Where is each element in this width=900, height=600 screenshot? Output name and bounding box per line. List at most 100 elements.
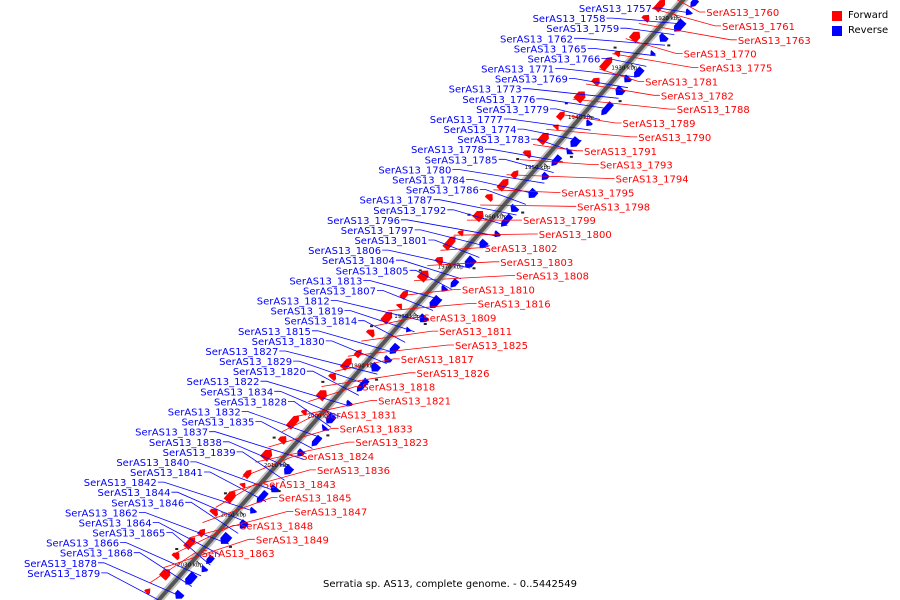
reverse-gene-label: SerAS13_1796 [327, 216, 400, 227]
reverse-gene-label: SerAS13_1780 [378, 165, 451, 176]
reverse-gene-arrow [673, 18, 687, 32]
reverse-gene-label: SerAS13_1773 [449, 85, 522, 96]
forward-gene-arrow [614, 50, 621, 58]
reverse-gene-label: SerAS13_1819 [271, 307, 344, 318]
legend: Forward Reverse [832, 8, 892, 38]
leader-line [344, 310, 415, 333]
leader-line [506, 174, 615, 179]
leader-line [288, 400, 332, 428]
leader-line [185, 501, 239, 534]
leader-line [189, 511, 294, 539]
reverse-gene-arrow [419, 313, 429, 323]
reverse-gene-label: SerAS13_1778 [411, 145, 484, 156]
reverse-gene-label: SerAS13_1830 [252, 337, 325, 348]
forward-gene-label: SerAS13_1817 [401, 355, 474, 366]
leader-line [522, 88, 619, 99]
feature-marker [667, 44, 671, 47]
reverse-gene-label: SerAS13_1765 [514, 44, 587, 55]
forward-gene-label: SerAS13_1821 [378, 397, 451, 408]
reverse-gene-arrow [201, 565, 209, 573]
legend-forward: Forward [832, 8, 892, 23]
feature-marker [223, 492, 227, 495]
reverse-gene-label: SerAS13_1864 [79, 518, 152, 529]
reverse-gene-label: SerAS13_1779 [476, 105, 549, 116]
reverse-gene-arrow [384, 355, 393, 363]
forward-gene-label: SerAS13_1789 [622, 119, 695, 130]
forward-gene-arrow [555, 111, 565, 121]
leader-line [242, 455, 301, 478]
reverse-gene-label: SerAS13_1846 [111, 498, 184, 509]
forward-gene-arrow [197, 528, 206, 538]
leader-line [279, 350, 378, 375]
leader-line [374, 316, 423, 327]
leader-line [260, 380, 350, 407]
reverse-gene-label: SerAS13_1807 [303, 286, 376, 297]
leader-line [440, 247, 484, 251]
reverse-gene-arrow [650, 50, 656, 56]
leader-line [215, 483, 262, 508]
leader-line [612, 53, 699, 68]
leader-line [395, 259, 462, 280]
leader-line [321, 372, 416, 387]
reverse-gene-label: SerAS13_1834 [200, 387, 273, 398]
reverse-gene-label: SerAS13_1820 [233, 367, 306, 378]
forward-gene-arrow [522, 150, 532, 159]
forward-gene-arrow [144, 588, 151, 595]
reverse-gene-label: SerAS13_1758 [533, 14, 606, 25]
reverse-gene-arrow [510, 203, 520, 212]
reverse-gene-label: SerAS13_1815 [238, 327, 311, 338]
leader-line [255, 441, 355, 463]
reverse-gene-label: SerAS13_1839 [163, 448, 236, 459]
leader-line [241, 411, 322, 439]
reverse-gene-label: SerAS13_1812 [257, 297, 330, 308]
feature-marker [375, 378, 379, 381]
forward-swatch [832, 10, 842, 21]
leader-line [330, 300, 424, 322]
leader-line [138, 512, 230, 545]
legend-reverse: Reverse [832, 23, 892, 38]
reverse-gene-arrow [615, 85, 626, 95]
forward-gene-label: SerAS13_1808 [516, 272, 589, 283]
leader-line [98, 562, 183, 598]
forward-gene-label: SerAS13_1831 [324, 410, 397, 421]
tick-label: 1990 kbp [351, 364, 377, 370]
tick-mark [500, 212, 505, 217]
gene-label-layer: SerAS13_1757SerAS13_1758SerAS13_1759SerA… [24, 4, 811, 580]
reverse-gene-label: SerAS13_1757 [579, 4, 652, 15]
forward-gene-label: SerAS13_1803 [500, 258, 573, 269]
reverse-gene-arrow [685, 8, 693, 16]
leader-line [480, 204, 577, 207]
reverse-gene-arrow [570, 136, 581, 147]
reverse-gene-label: SerAS13_1878 [24, 559, 97, 570]
leader-line [306, 370, 359, 396]
reverse-gene-arrow [450, 278, 460, 288]
reverse-gene-arrow [371, 361, 382, 372]
reverse-gene-arrow [566, 147, 574, 155]
feature-marker [321, 380, 325, 383]
leader-line [555, 68, 638, 78]
leader-line [574, 37, 666, 46]
reverse-gene-label: SerAS13_1784 [392, 175, 465, 186]
leader-line [358, 320, 406, 343]
reverse-gene-label: SerAS13_1866 [46, 539, 119, 550]
forward-gene-arrow [628, 31, 641, 43]
leader-line [281, 413, 323, 433]
feature-marker [175, 548, 179, 551]
forward-gene-label: SerAS13_1818 [362, 383, 435, 394]
tick-label: 1930 kbp [611, 65, 637, 71]
leader-line [606, 17, 684, 25]
forward-gene-label: SerAS13_1843 [263, 480, 336, 491]
leader-line [347, 344, 454, 357]
leader-line [120, 542, 202, 577]
reverse-gene-arrow [634, 66, 645, 78]
leader-line [236, 451, 285, 481]
forward-gene-arrow [239, 482, 246, 489]
leader-line [568, 78, 628, 89]
leader-line [493, 189, 561, 193]
forward-gene-arrow [599, 57, 613, 72]
reverse-gene-arrow [690, 0, 700, 8]
reverse-gene-arrow [206, 554, 215, 565]
feature-marker [521, 211, 525, 214]
leader-line [209, 431, 304, 460]
leader-line [293, 360, 369, 386]
